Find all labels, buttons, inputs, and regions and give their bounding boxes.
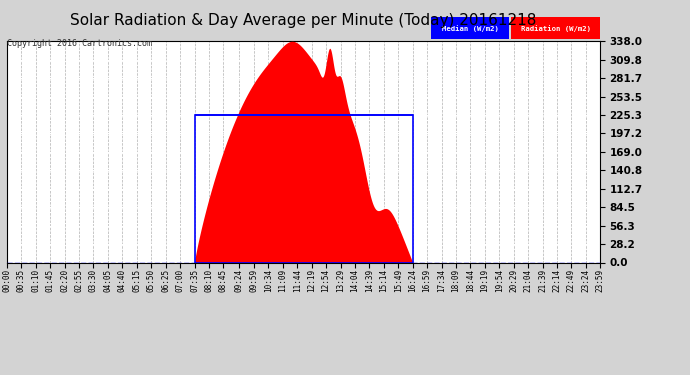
Text: Radiation (W/m2): Radiation (W/m2)	[520, 25, 591, 32]
Text: Median (W/m2): Median (W/m2)	[442, 25, 499, 32]
Text: Solar Radiation & Day Average per Minute (Today) 20161218: Solar Radiation & Day Average per Minute…	[70, 13, 537, 28]
Bar	[511, 17, 600, 39]
Bar	[195, 115, 413, 262]
Text: Copyright 2016 Cartronics.com: Copyright 2016 Cartronics.com	[7, 39, 152, 48]
Bar	[431, 17, 509, 39]
